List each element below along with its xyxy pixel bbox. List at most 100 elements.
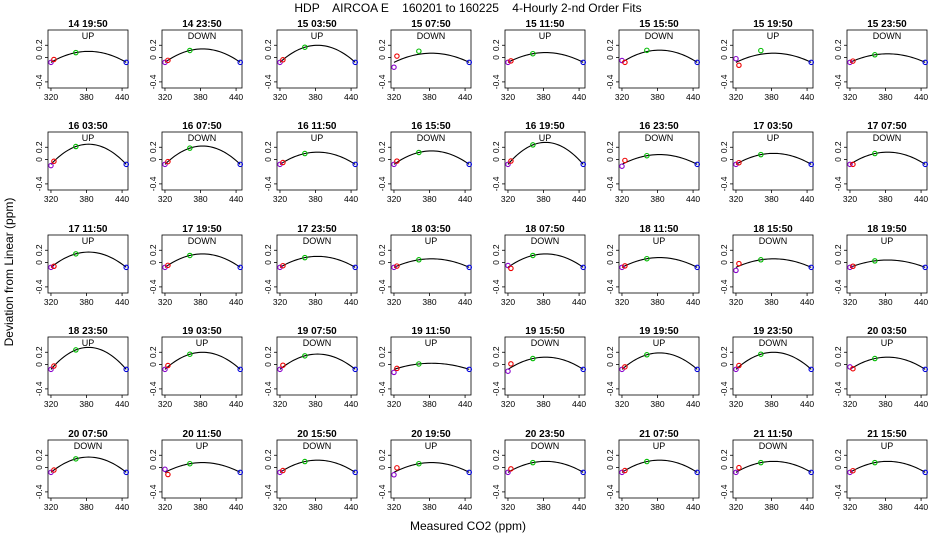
panel-direction-label: UP	[881, 441, 894, 451]
data-point	[694, 469, 700, 476]
panel-direction-label: DOWN	[759, 236, 788, 246]
x-tick-label: 320	[158, 399, 172, 409]
panel-title: 15 03:50	[297, 19, 337, 30]
x-tick-label: 440	[572, 194, 586, 204]
y-tick-label: 0	[719, 465, 729, 470]
y-tick-label: 0	[605, 465, 615, 470]
panel-frame	[390, 234, 472, 294]
data-point	[391, 369, 397, 376]
x-tick-label: 380	[536, 502, 550, 512]
x-tick-label: 380	[422, 92, 436, 102]
panel-frame	[846, 234, 928, 294]
x-tick-label: 380	[650, 92, 664, 102]
x-tick-label: 380	[308, 194, 322, 204]
x-tick-label: 320	[843, 92, 857, 102]
data-point	[73, 251, 79, 257]
data-point	[352, 366, 358, 373]
panel-direction-label: DOWN	[188, 236, 217, 246]
data-point	[808, 264, 814, 271]
data-point	[237, 59, 243, 66]
y-tick-label: 0.2	[263, 141, 273, 153]
data-point	[733, 366, 739, 373]
panel-direction-label: UP	[767, 133, 780, 143]
x-tick-label: 320	[501, 92, 515, 102]
x-tick-label: 440	[572, 92, 586, 102]
data-point	[187, 145, 193, 151]
data-point	[162, 366, 168, 373]
panel-direction-label: DOWN	[303, 441, 332, 451]
y-tick-label: 0.2	[719, 449, 729, 461]
y-tick-label: -0.4	[719, 484, 729, 499]
data-point	[302, 254, 308, 261]
panel-frame	[161, 131, 243, 191]
panel-frame	[504, 234, 586, 294]
data-point	[394, 263, 400, 269]
fit-curve	[849, 460, 926, 473]
x-tick-label: 440	[344, 92, 358, 102]
y-tick-label: 0	[263, 465, 273, 470]
data-point	[280, 362, 286, 368]
data-point	[622, 467, 628, 474]
data-point	[619, 264, 625, 271]
panel-title: 21 11:50	[754, 429, 793, 440]
x-tick-label: 320	[615, 399, 629, 409]
data-point	[352, 264, 358, 271]
y-tick-label: 0.2	[605, 141, 615, 153]
data-point	[508, 265, 514, 272]
data-point	[694, 264, 700, 271]
x-tick-label: 380	[878, 92, 892, 102]
data-point	[391, 472, 397, 478]
fit-curve	[279, 353, 356, 370]
panel-title: 19 15:50	[525, 326, 565, 337]
x-tick-label: 440	[686, 194, 700, 204]
fit-curve	[735, 460, 812, 473]
x-tick-label: 440	[686, 92, 700, 102]
panel-frame	[732, 439, 814, 499]
panel-title: 20 15:50	[297, 429, 337, 440]
data-point	[51, 56, 57, 63]
y-tick-label: 0	[148, 362, 158, 367]
data-point	[416, 460, 422, 467]
data-point	[416, 257, 422, 263]
y-tick-label: -0.4	[148, 176, 158, 191]
panel-frame	[276, 131, 358, 191]
panel-direction-label: UP	[767, 31, 780, 41]
x-tick-label: 380	[308, 92, 322, 102]
panel-direction-label: UP	[425, 338, 438, 348]
y-tick-label: 0	[605, 260, 615, 265]
data-point	[758, 47, 764, 54]
data-point	[694, 161, 700, 168]
y-tick-label: 0.2	[377, 346, 387, 358]
data-point	[808, 469, 814, 476]
data-point	[758, 351, 764, 357]
x-tick-label: 380	[79, 399, 93, 409]
panel-frame	[732, 131, 814, 191]
fit-curve	[279, 459, 356, 473]
panel-title: 17 11:50	[69, 224, 108, 235]
data-point	[530, 142, 536, 148]
y-tick-label: -0.4	[491, 484, 501, 499]
fit-curve	[735, 152, 812, 165]
y-tick-label: -0.4	[34, 74, 44, 89]
y-tick-label: 0.2	[377, 244, 387, 256]
x-tick-label: 440	[115, 194, 129, 204]
x-tick-label: 440	[115, 399, 129, 409]
data-point	[733, 55, 739, 62]
y-tick-label: 0.2	[377, 39, 387, 51]
panel-title: 20 23:50	[525, 429, 565, 440]
x-tick-label: 320	[44, 194, 58, 204]
y-tick-label: -0.4	[833, 484, 843, 499]
y-tick-label: -0.4	[34, 381, 44, 396]
data-point	[73, 456, 79, 462]
panel-title: 20 03:50	[867, 326, 907, 337]
y-tick-label: 0.2	[34, 141, 44, 153]
panel-frame	[161, 29, 243, 89]
y-tick-label: 0	[833, 55, 843, 60]
x-tick-label: 440	[115, 92, 129, 102]
